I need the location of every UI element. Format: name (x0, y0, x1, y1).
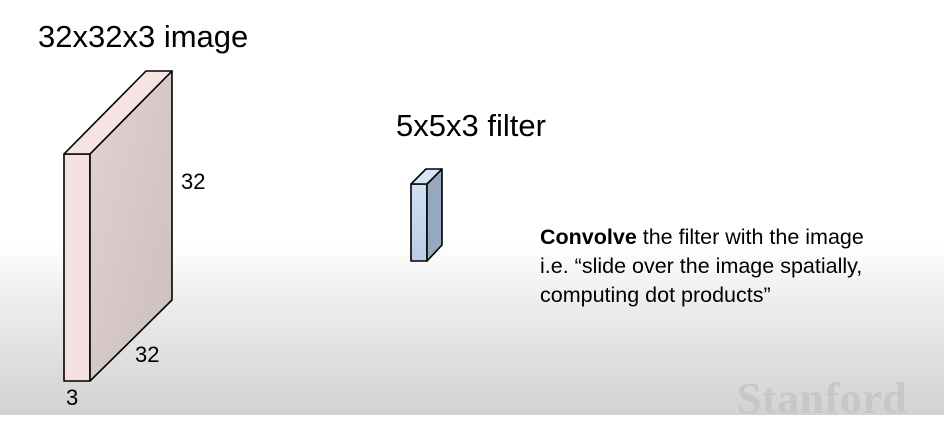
filter-volume-title: 5x5x3 filter (396, 108, 546, 143)
filter-volume-front-face (410, 183, 428, 262)
filter-volume (410, 168, 443, 262)
image-height-label: 32 (181, 169, 206, 194)
image-volume (63, 70, 173, 382)
description-line-3: computing dot products” (540, 283, 771, 307)
image-width-label: 32 (135, 342, 160, 367)
image-depth-label: 3 (66, 385, 79, 410)
filter-volume-top-face (410, 168, 443, 185)
description-line-2: i.e. “slide over the image spatially, (540, 254, 863, 278)
image-volume-top-face (63, 70, 173, 155)
description-line-1: Convolve the filter with the image (540, 223, 940, 252)
convolution-description: Convolve the filter with the image i.e. … (540, 223, 940, 310)
stanford-watermark-logo: Stanford (737, 374, 908, 423)
description-line-1-rest: the filter with the image (636, 225, 864, 249)
image-volume-front-face (63, 153, 91, 382)
description-emphasis: Convolve (540, 225, 637, 249)
image-volume-title: 32x32x3 image (38, 19, 249, 54)
